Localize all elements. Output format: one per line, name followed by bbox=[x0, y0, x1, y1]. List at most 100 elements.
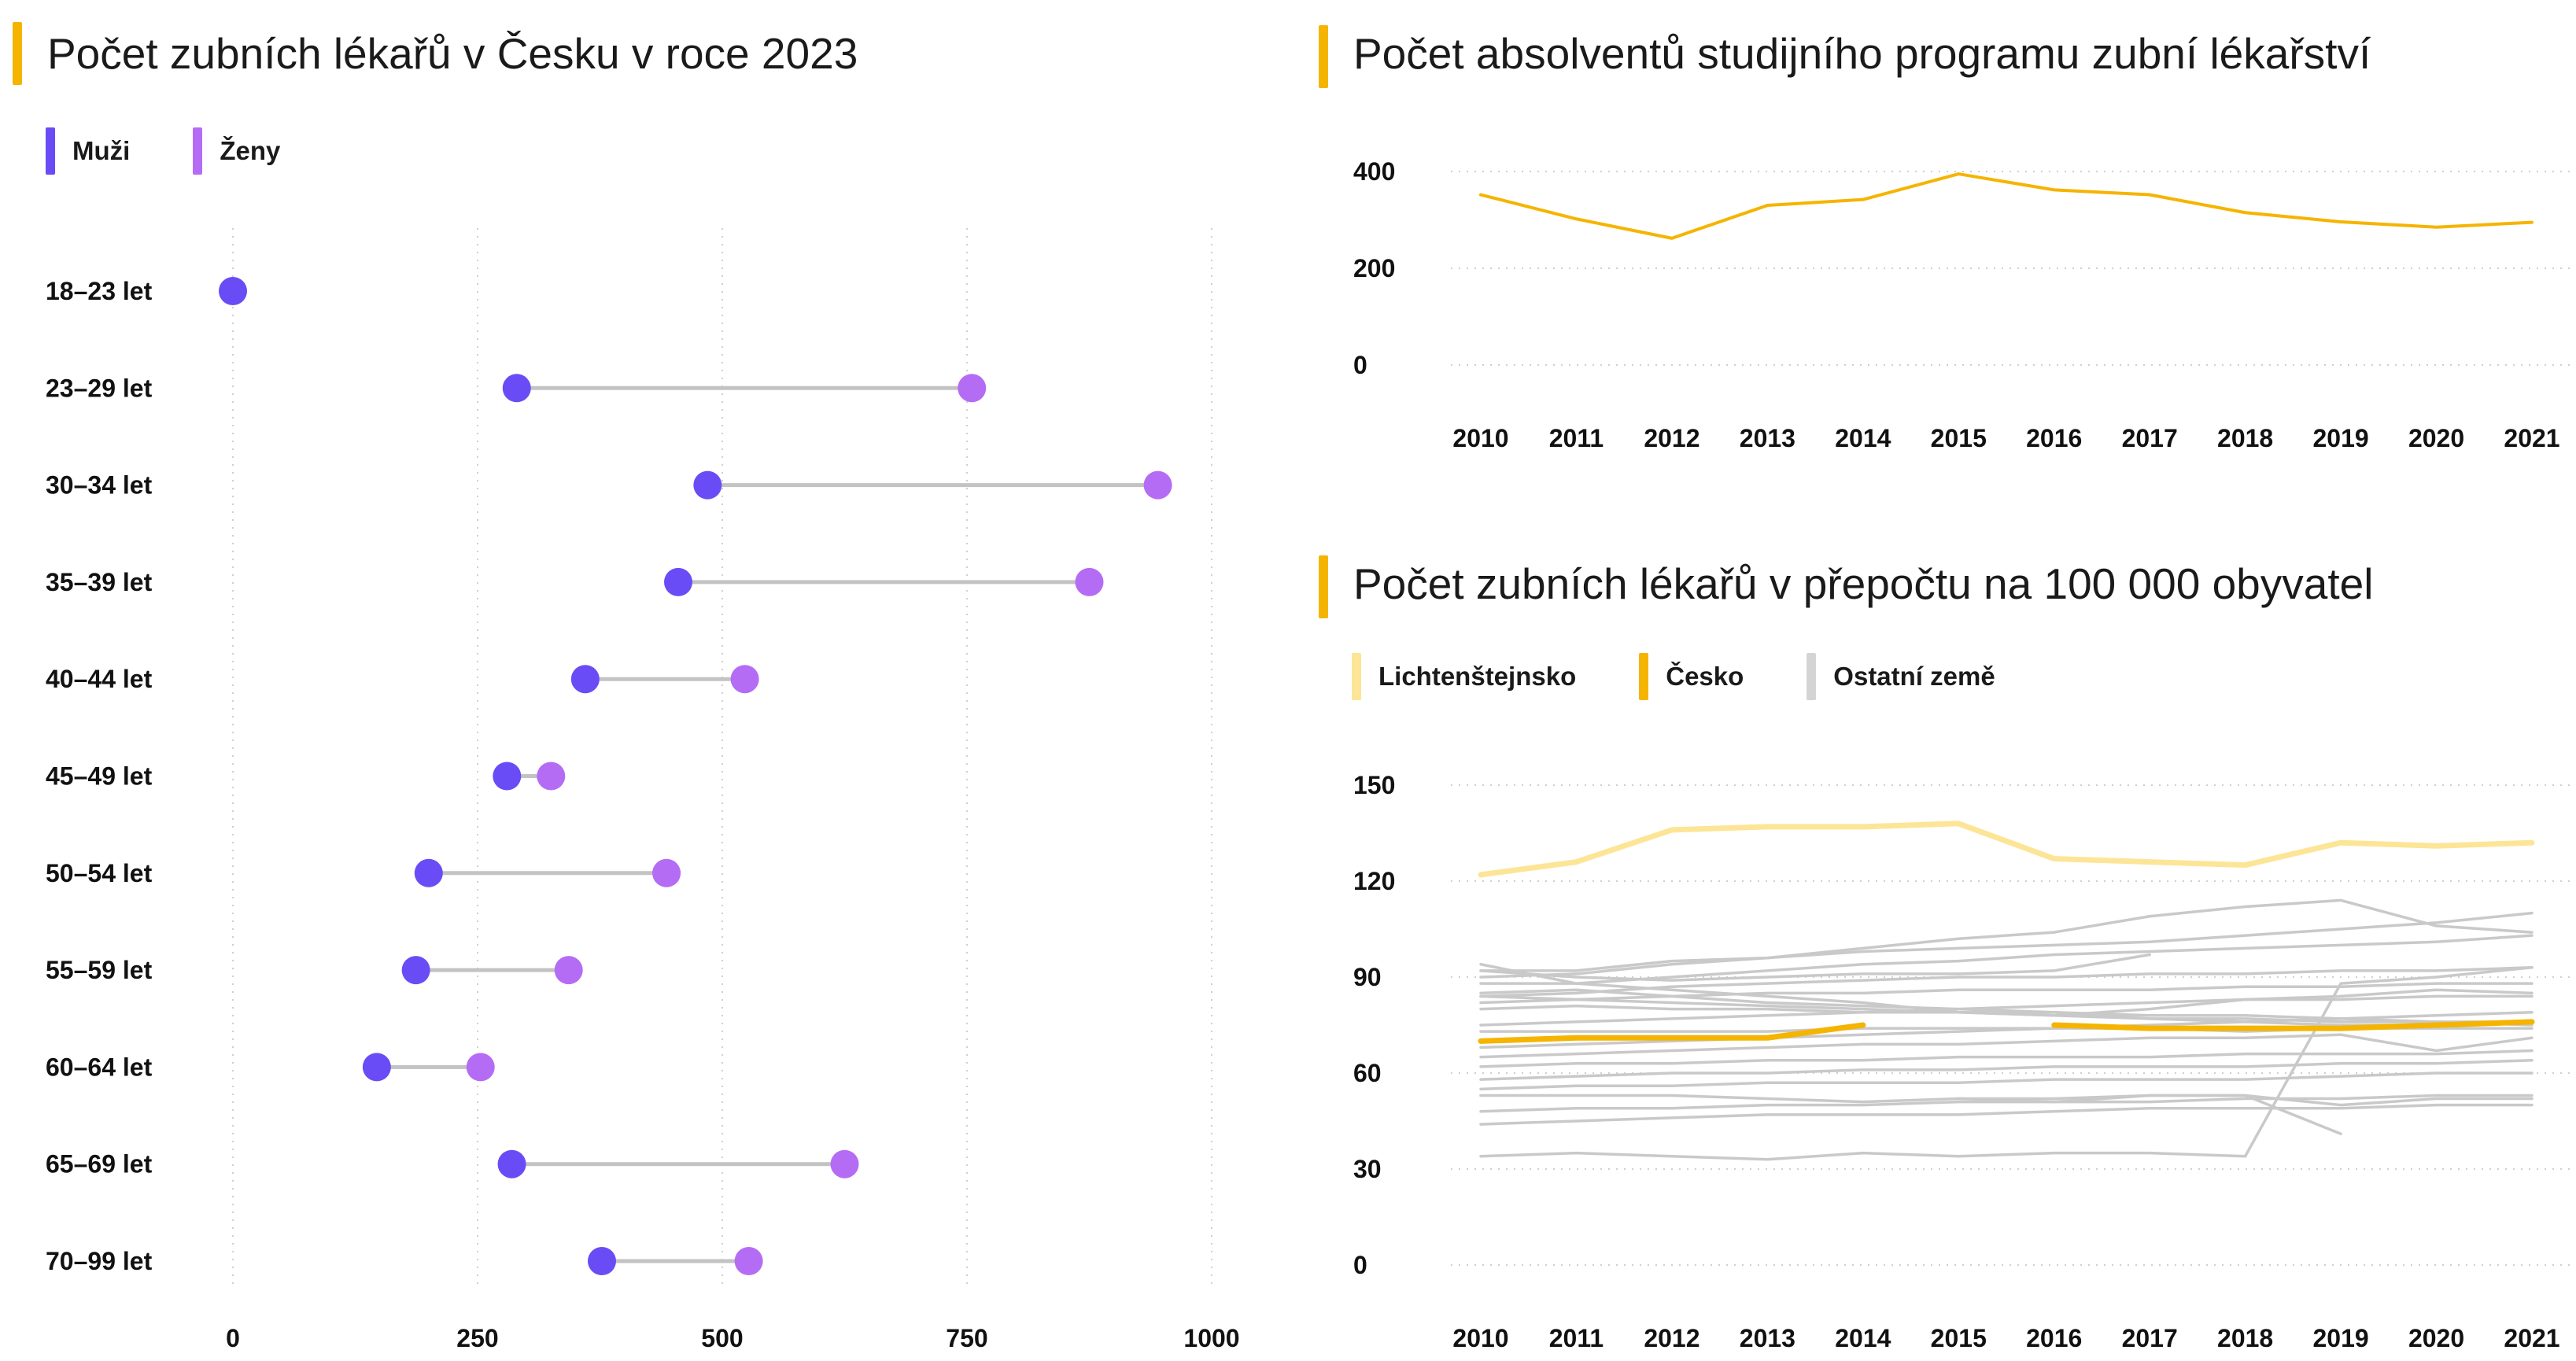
legend-item-muzi: Muži bbox=[46, 127, 130, 175]
category-label: 45–49 let bbox=[46, 762, 153, 791]
dot-muzi bbox=[502, 374, 531, 403]
y-tick-label: 150 bbox=[1353, 771, 1395, 799]
dot-muzi bbox=[414, 858, 443, 887]
dot-muzi bbox=[570, 665, 600, 694]
x-tick-label: 2014 bbox=[1835, 1324, 1891, 1352]
category-label: 30–34 let bbox=[46, 471, 153, 500]
title-accent-bar bbox=[1319, 555, 1328, 618]
dot-muzi bbox=[362, 1053, 391, 1082]
other-country-line bbox=[1479, 898, 2534, 979]
category-label: 55–59 let bbox=[46, 956, 153, 984]
x-tick-label: 2015 bbox=[1931, 424, 1987, 452]
legend-label-muzi: Muži bbox=[72, 136, 131, 165]
chart-title-per-100k: Počet zubních lékařů v přepočtu na 100 0… bbox=[1353, 559, 2374, 608]
dot-muzi bbox=[497, 1149, 526, 1178]
y-tick-label: 60 bbox=[1353, 1059, 1382, 1087]
category-label: 23–29 let bbox=[46, 374, 153, 402]
other-country-line bbox=[1479, 1151, 2247, 1161]
per-100k-line-chart: 0 30 60 90 120 150 2010 2011 2012 2013 2014 2015 201… bbox=[1353, 771, 2570, 1352]
x-tick-label: 2021 bbox=[2504, 424, 2559, 452]
other-country-line bbox=[1479, 1094, 2534, 1107]
y-tick-label: 0 bbox=[1353, 1251, 1367, 1279]
dot-zeny bbox=[958, 374, 987, 403]
legend-label-lichtenstejnsko: Lichtenštejnsko bbox=[1378, 662, 1577, 691]
x-tick-label: 2018 bbox=[2217, 1324, 2273, 1352]
x-tick-label: 2010 bbox=[1452, 1324, 1508, 1352]
cesko-line bbox=[1478, 1022, 1866, 1044]
legend-swatch-ostatni bbox=[1807, 653, 1817, 700]
dot-zeny bbox=[1075, 567, 1104, 596]
category-label: 65–69 let bbox=[46, 1150, 153, 1178]
y-tick-label: 120 bbox=[1353, 867, 1395, 895]
legend-item-zeny: Ženy bbox=[193, 127, 280, 175]
x-tick-label: 0 bbox=[226, 1324, 240, 1352]
dot-zeny bbox=[554, 956, 583, 985]
other-country-line bbox=[1479, 988, 2534, 1017]
category-label: 40–44 let bbox=[46, 665, 153, 693]
title-accent-bar bbox=[1319, 25, 1328, 88]
legend-item-ostatni: Ostatní země bbox=[1807, 653, 1995, 700]
x-tick-label: 2012 bbox=[1644, 1324, 1699, 1352]
other-country-line bbox=[1479, 1058, 2534, 1081]
dot-zeny bbox=[652, 858, 681, 887]
dot-muzi bbox=[693, 470, 722, 500]
graduates-line bbox=[1479, 172, 2534, 240]
x-tick-label: 2016 bbox=[2026, 1324, 2082, 1352]
chart-title-graduates: Počet absolventů studijního programu zub… bbox=[1353, 29, 2371, 78]
other-country-line bbox=[1479, 1071, 2534, 1091]
y-tick-label: 0 bbox=[1353, 351, 1367, 379]
x-tick-label: 2016 bbox=[2026, 424, 2082, 452]
x-tick-label: 500 bbox=[701, 1324, 743, 1352]
x-tick-label: 2010 bbox=[1452, 424, 1508, 452]
category-label: 50–54 let bbox=[46, 859, 153, 887]
x-tick-label: 2017 bbox=[2122, 1324, 2178, 1352]
dot-muzi bbox=[587, 1247, 616, 1275]
y-tick-label: 400 bbox=[1353, 157, 1395, 186]
category-label: 70–99 let bbox=[46, 1247, 153, 1275]
other-country-line bbox=[1479, 911, 2534, 972]
legend-swatch-lichtenstejnsko bbox=[1352, 653, 1361, 700]
category-label: 35–39 let bbox=[46, 568, 153, 596]
legend-label-ostatni: Ostatní země bbox=[1833, 662, 1995, 691]
dumbbell-chart: 0 250 500 750 1000 18–23 let 23–29 let 30–34 le… bbox=[46, 228, 1240, 1352]
dot-zeny bbox=[466, 1053, 495, 1082]
legend-label-zeny: Ženy bbox=[220, 136, 281, 165]
legend-item-lichtenstejnsko: Lichtenštejnsko bbox=[1352, 653, 1576, 700]
x-tick-label: 2018 bbox=[2217, 424, 2273, 452]
legend-swatch-zeny bbox=[193, 127, 203, 175]
x-tick-label: 1000 bbox=[1183, 1324, 1239, 1352]
x-tick-label: 2017 bbox=[2122, 424, 2178, 452]
category-label: 18–23 let bbox=[46, 277, 153, 305]
x-tick-label: 2013 bbox=[1740, 424, 1795, 452]
other-country-line bbox=[1479, 1033, 2534, 1059]
legend-countries: Lichtenštejnsko Česko Ostatní země bbox=[1352, 653, 2043, 700]
other-country-line bbox=[1479, 994, 2534, 1027]
x-tick-label: 2011 bbox=[1549, 424, 1604, 452]
other-country-line bbox=[2243, 966, 2534, 1158]
dot-zeny bbox=[1143, 470, 1172, 500]
other-country-line bbox=[1479, 1010, 2534, 1049]
lichtenstejnsko-line bbox=[1478, 821, 2535, 878]
dot-zeny bbox=[537, 762, 566, 791]
other-country-line bbox=[1479, 982, 2534, 1005]
x-tick-label: 2020 bbox=[2408, 1324, 2464, 1352]
dot-zeny bbox=[830, 1149, 859, 1178]
x-tick-label: 750 bbox=[946, 1324, 987, 1352]
other-country-line bbox=[1479, 934, 2534, 985]
other-country-line bbox=[1479, 1103, 2534, 1126]
x-tick-label: 2020 bbox=[2408, 424, 2464, 452]
y-tick-label: 200 bbox=[1353, 254, 1395, 282]
title-accent-bar bbox=[13, 22, 22, 85]
x-tick-label: 2011 bbox=[1549, 1324, 1604, 1352]
other-country-line bbox=[1479, 966, 2534, 998]
dot-muzi bbox=[664, 567, 693, 596]
other-country-line bbox=[1479, 1049, 2534, 1068]
other-country-line bbox=[1479, 1094, 2534, 1113]
dot-zeny bbox=[730, 665, 759, 694]
other-country-line bbox=[1957, 1094, 2342, 1136]
x-tick-label: 2019 bbox=[2312, 1324, 2368, 1352]
dot-muzi bbox=[493, 762, 522, 791]
chart-title-dentists-2023: Počet zubních lékařů v Česku v roce 2023 bbox=[47, 29, 858, 78]
graduates-line-chart: 0 200 400 2010 2011 2012 2013 2014 2015 2016 2017 2… bbox=[1353, 157, 2570, 452]
x-tick-label: 2019 bbox=[2312, 424, 2368, 452]
